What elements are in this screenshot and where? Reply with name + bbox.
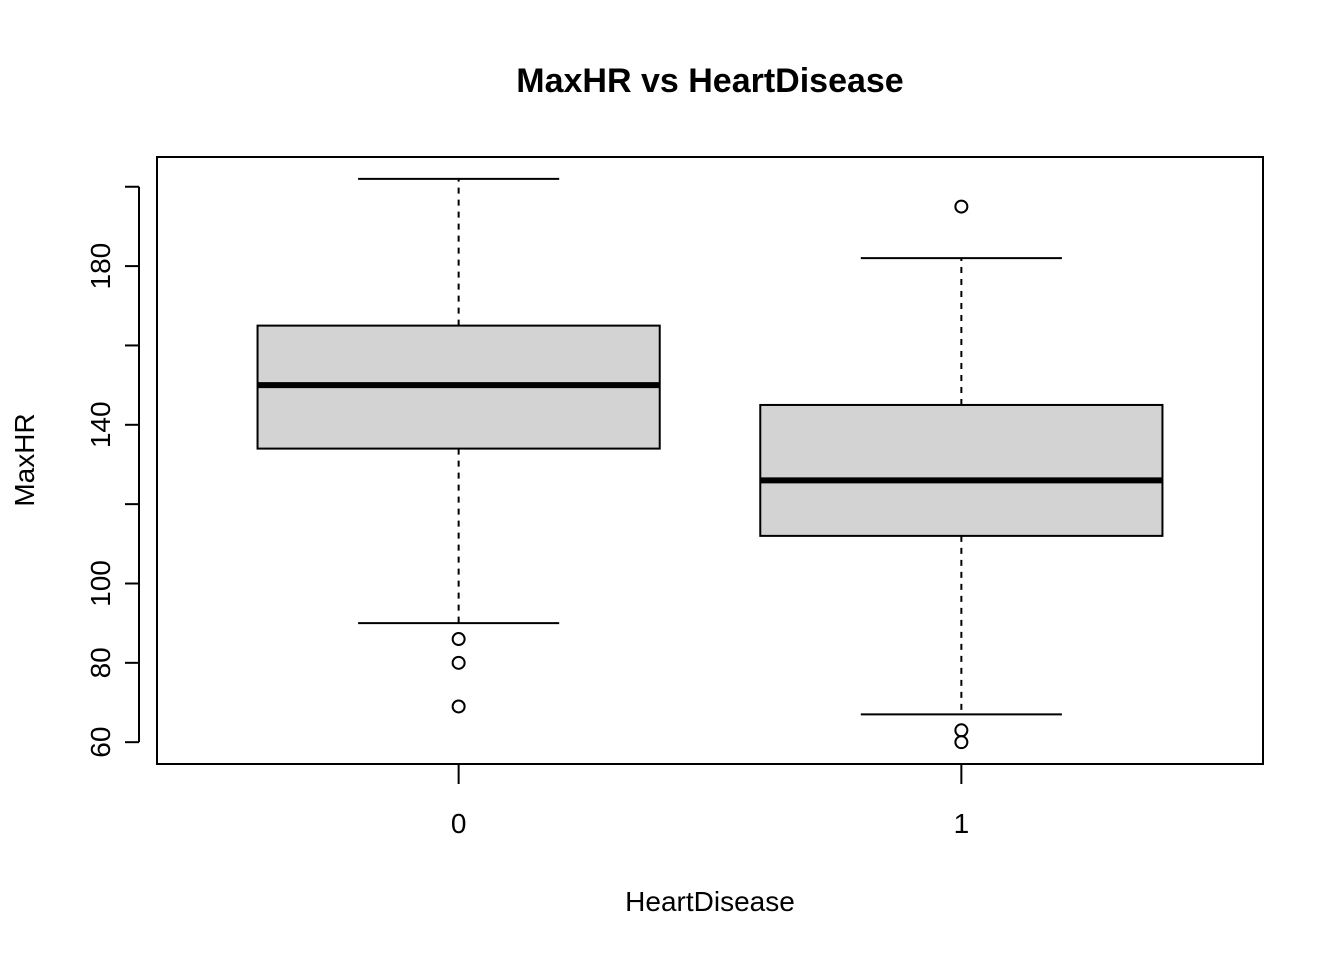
chart-title: MaxHR vs HeartDisease: [516, 62, 903, 100]
outlier-point: [954, 199, 969, 214]
outlier-point: [954, 723, 969, 738]
y-axis: 60 80 100 140 180: [85, 185, 140, 758]
outlier-point: [954, 735, 969, 750]
x-tick-label: 1: [954, 808, 970, 839]
plot-frame: [156, 156, 1264, 765]
y-tick-label: 140: [85, 401, 116, 448]
y-tick-label: 60: [85, 727, 116, 758]
y-tick-label: 80: [85, 647, 116, 678]
outlier-point: [451, 655, 466, 670]
y-tick-label: 100: [85, 560, 116, 607]
x-axis-label: HeartDisease: [625, 886, 795, 917]
y-axis-label: MaxHR: [9, 413, 40, 506]
box-1: [759, 403, 1164, 537]
outlier-point: [451, 632, 466, 647]
outlier-point: [451, 699, 466, 714]
y-tick-label: 180: [85, 243, 116, 290]
boxes-layer: [256, 177, 1164, 750]
x-tick-label: 0: [451, 808, 467, 839]
